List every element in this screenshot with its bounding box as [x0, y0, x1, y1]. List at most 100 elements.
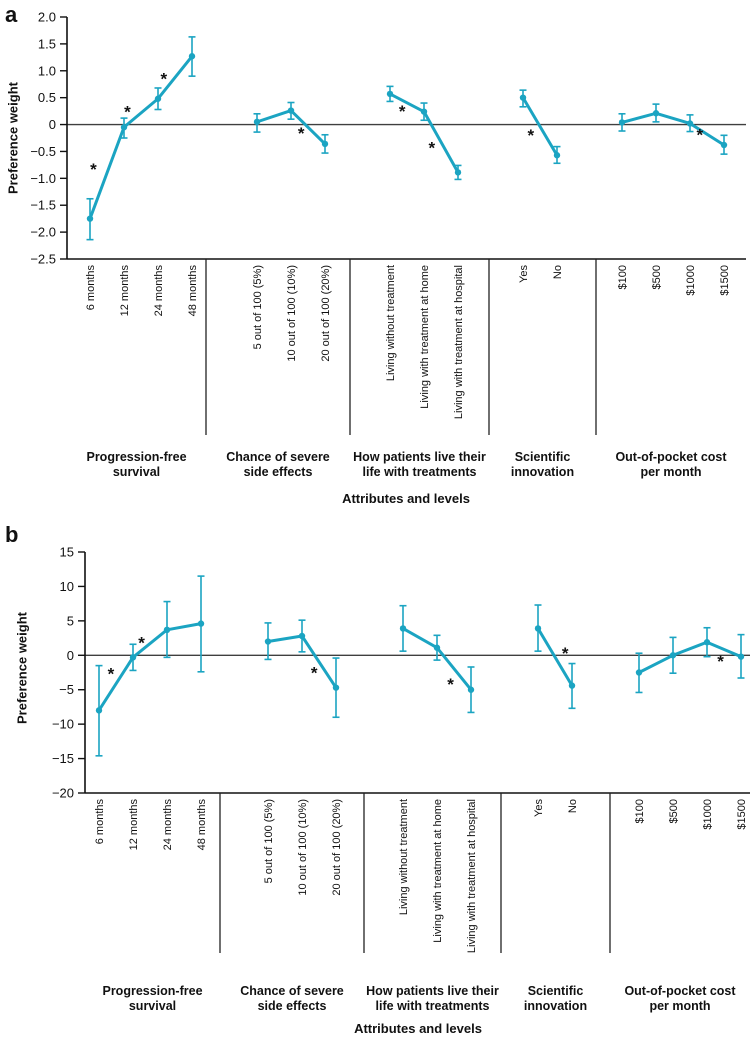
- data-point: [454, 169, 462, 176]
- panel-a-chart: 2.0 1.5 1.0 0.5 0 −0.5 −1.0 −1.5 −2.0 −2.5 6 month…: [30, 10, 746, 479]
- x-level-label: Living with treatment at hospital: [453, 265, 465, 419]
- y-tick-label: −2.0: [30, 225, 56, 240]
- x-level-label: $500: [668, 799, 680, 823]
- data-point: [534, 625, 542, 632]
- data-point: [321, 140, 329, 148]
- x-level-label: 6 months: [85, 265, 97, 311]
- x-level-label: Living with treatment at home: [432, 799, 444, 943]
- data-point: [618, 119, 626, 126]
- x-level-label: $100: [617, 265, 629, 289]
- x-level-label: Living with treatment at hospital: [466, 799, 478, 953]
- data-point: [120, 124, 128, 131]
- data-point: [287, 107, 295, 114]
- x-level-label: 24 months: [153, 265, 165, 317]
- group-title: Chance of severe: [240, 984, 344, 998]
- x-level-label: Living without treatment: [398, 799, 410, 915]
- panel-a-x-axis-title: Attributes and levels: [342, 491, 470, 506]
- group-title: Chance of severe: [226, 450, 330, 464]
- trend-line: [97, 622, 203, 712]
- x-level-label: 24 months: [162, 799, 174, 851]
- y-tick-label: −5: [59, 682, 74, 697]
- x-level-label: 10 out of 100 (10%): [286, 265, 298, 362]
- data-point: [686, 120, 694, 127]
- x-level-label: 20 out of 100 (20%): [320, 265, 332, 362]
- y-tick-label: −10: [52, 717, 74, 732]
- significance-asterisk: *: [298, 124, 305, 143]
- group-title: Out-of-pocket cost: [624, 984, 736, 998]
- data-point: [669, 652, 677, 659]
- y-tick-label: −15: [52, 751, 74, 766]
- data-point: [568, 682, 576, 689]
- group-title: survival: [113, 465, 160, 479]
- y-tick-label: 15: [60, 545, 74, 560]
- x-level-label: No: [567, 799, 579, 813]
- y-tick-label: 5: [67, 613, 74, 628]
- group-title: per month: [640, 465, 701, 479]
- data-point: [703, 639, 711, 646]
- y-tick-label: 0: [67, 648, 74, 663]
- x-level-label: $1000: [685, 265, 697, 296]
- y-tick-label: −2.5: [30, 252, 56, 267]
- x-level-label: $100: [634, 799, 646, 823]
- significance-asterisk: *: [124, 102, 131, 121]
- data-point: [399, 625, 407, 632]
- x-level-label: Living without treatment: [385, 265, 397, 381]
- significance-asterisk: *: [311, 664, 318, 683]
- significance-asterisk: *: [160, 70, 167, 89]
- x-level-label: Yes: [533, 799, 545, 817]
- trend-line: [536, 626, 574, 688]
- significance-asterisk: *: [562, 644, 569, 663]
- group-title: per month: [649, 999, 710, 1013]
- data-point: [95, 707, 103, 714]
- trend-line: [620, 111, 726, 147]
- significance-asterisk: *: [429, 138, 436, 157]
- group-title: innovation: [511, 465, 574, 479]
- panel-b-letter: b: [5, 522, 19, 547]
- data-point: [298, 632, 306, 640]
- x-level-label: 6 months: [94, 799, 106, 845]
- panel-b-chart: 15 10 5 0 −5 −10 −15 −20 6 months 12 months 24 mon…: [52, 545, 750, 1013]
- y-tick-label: 10: [60, 579, 74, 594]
- data-point: [253, 118, 261, 126]
- group-title: survival: [129, 999, 176, 1013]
- y-tick-label: −1.5: [30, 198, 56, 213]
- x-level-label: $1000: [702, 799, 714, 830]
- group-title: side effects: [258, 999, 327, 1013]
- trend-line: [521, 96, 559, 157]
- data-point: [652, 110, 660, 117]
- trend-line: [637, 640, 743, 674]
- panel-b-y-axis-title: Preference weight: [14, 612, 30, 724]
- data-point: [519, 94, 527, 101]
- group-title: innovation: [524, 999, 587, 1013]
- trend-line: [88, 54, 194, 221]
- data-point: [332, 684, 340, 691]
- group-title: Progression-free: [102, 984, 202, 998]
- y-tick-label: −0.5: [30, 144, 56, 159]
- y-tick-label: −1.0: [30, 171, 56, 186]
- group-title: Out-of-pocket cost: [615, 450, 727, 464]
- y-tick-label: 0.5: [38, 90, 56, 105]
- y-tick-label: 1.5: [38, 36, 56, 51]
- y-tick-label: 0: [49, 117, 56, 132]
- significance-asterisk: *: [697, 126, 704, 145]
- data-point: [420, 108, 428, 115]
- x-level-label: 5 out of 100 (5%): [252, 265, 264, 349]
- significance-asterisk: *: [399, 102, 406, 121]
- data-point: [154, 95, 162, 102]
- data-point: [635, 669, 643, 676]
- y-tick-label: 2.0: [38, 10, 56, 25]
- significance-asterisk: *: [108, 664, 115, 683]
- data-point: [386, 90, 394, 98]
- group-title: life with treatments: [376, 999, 490, 1013]
- group-title: side effects: [244, 465, 313, 479]
- y-tick-label: −20: [52, 786, 74, 801]
- x-level-label: $500: [651, 265, 663, 289]
- x-level-label: 20 out of 100 (20%): [331, 799, 343, 896]
- panel-a-y-axis-title: Preference weight: [5, 82, 21, 194]
- x-level-label: 48 months: [187, 265, 199, 317]
- significance-asterisk: *: [90, 160, 97, 179]
- x-level-label: $1500: [719, 265, 731, 296]
- data-point: [188, 53, 196, 60]
- group-title: Scientific: [528, 984, 584, 998]
